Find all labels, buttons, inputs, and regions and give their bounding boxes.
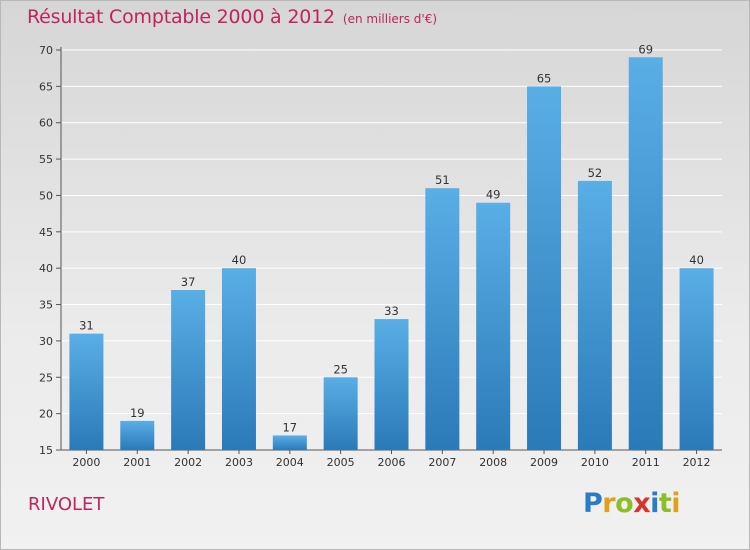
- brand-letter: i: [650, 488, 659, 519]
- x-tick-label: 2001: [123, 456, 151, 469]
- y-tick-label: 35: [39, 299, 53, 312]
- data-label: 40: [232, 253, 247, 267]
- y-tick-label: 40: [39, 262, 53, 275]
- brand-letter: i: [671, 488, 681, 519]
- proxiti-logo[interactable]: Proxiti: [583, 488, 681, 519]
- x-tick-label: 2004: [276, 456, 304, 469]
- brand-letter: x: [633, 488, 651, 519]
- y-tick-label: 45: [39, 226, 53, 239]
- data-label: 25: [333, 362, 348, 376]
- brand-letter: o: [615, 488, 634, 519]
- x-tick-label: 2000: [72, 456, 100, 469]
- bar-2010: [577, 180, 612, 450]
- bar-2011: [628, 57, 663, 450]
- bar-2012: [679, 268, 714, 450]
- chart-subtitle: (en milliers d'€): [342, 12, 438, 26]
- bar-2009: [527, 86, 562, 450]
- x-tick-label: 2008: [479, 456, 507, 469]
- bar-2002: [171, 290, 206, 450]
- data-label: 65: [537, 71, 552, 85]
- data-label: 51: [435, 173, 450, 187]
- chart-title: Résultat Comptable 2000 à 2012: [27, 6, 335, 28]
- chart-header: Résultat Comptable 2000 à 2012 (en millie…: [27, 6, 437, 28]
- y-tick-label: 60: [39, 117, 53, 130]
- brand-letter: r: [602, 488, 616, 519]
- bar-2001: [120, 420, 155, 450]
- x-tick-label: 2010: [581, 456, 609, 469]
- bar-2005: [323, 377, 358, 450]
- x-tick-label: 2007: [428, 456, 456, 469]
- data-label: 33: [384, 304, 399, 318]
- data-label: 40: [689, 253, 704, 267]
- data-label: 69: [638, 42, 653, 56]
- x-tick-label: 2011: [632, 456, 660, 469]
- y-tick-label: 25: [39, 371, 53, 384]
- x-tick-label: 2005: [327, 456, 355, 469]
- bar-2000: [69, 333, 104, 450]
- y-tick-label: 70: [39, 44, 53, 57]
- brand-letter: t: [658, 488, 672, 519]
- data-label: 52: [588, 166, 603, 180]
- bar-2003: [221, 268, 256, 450]
- data-label: 31: [79, 319, 94, 333]
- x-tick-label: 2002: [174, 456, 202, 469]
- x-tick-label: 2009: [530, 456, 558, 469]
- data-label: 49: [486, 188, 501, 202]
- y-tick-label: 65: [39, 80, 53, 93]
- x-tick-label: 2003: [225, 456, 253, 469]
- y-tick-label: 15: [39, 444, 53, 457]
- bar-2007: [425, 188, 460, 450]
- bar-2004: [272, 435, 307, 450]
- y-tick-label: 20: [39, 408, 53, 421]
- data-label: 37: [181, 275, 196, 289]
- bar-2006: [374, 319, 409, 450]
- y-tick-label: 50: [39, 189, 53, 202]
- data-label: 19: [130, 406, 145, 420]
- bar-2008: [476, 202, 511, 450]
- y-tick-label: 55: [39, 153, 53, 166]
- x-tick-label: 2012: [683, 456, 711, 469]
- brand-letter: P: [583, 488, 603, 519]
- x-tick-label: 2006: [378, 456, 406, 469]
- y-tick-label: 30: [39, 335, 53, 348]
- data-label: 17: [282, 420, 297, 434]
- commune-name: RIVOLET: [28, 494, 105, 515]
